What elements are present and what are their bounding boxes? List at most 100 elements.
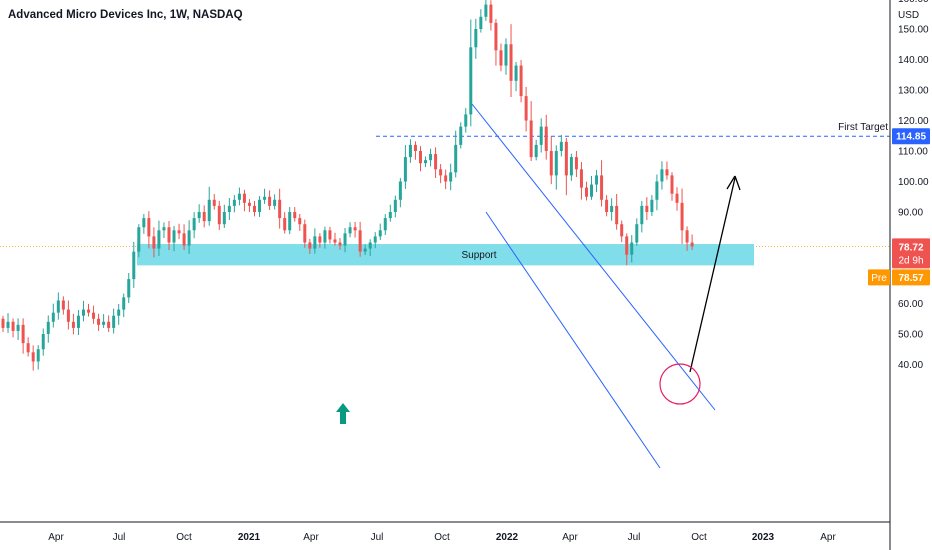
candle[interactable] [544, 126, 548, 151]
candle[interactable] [207, 199, 211, 222]
candle[interactable] [162, 227, 166, 231]
candle[interactable] [444, 175, 448, 182]
candle[interactable] [393, 199, 397, 212]
candle[interactable] [36, 349, 40, 362]
candle[interactable] [333, 239, 337, 243]
candle[interactable] [439, 169, 443, 176]
candle[interactable] [424, 160, 428, 164]
candle[interactable] [645, 205, 649, 212]
candle[interactable] [303, 224, 307, 243]
candle[interactable] [192, 218, 196, 231]
candle[interactable] [559, 141, 563, 151]
candle[interactable] [1, 318, 5, 328]
candle[interactable] [519, 65, 523, 97]
candle[interactable] [273, 199, 277, 206]
candle[interactable] [157, 230, 161, 249]
support-zone[interactable] [137, 244, 754, 266]
candle[interactable] [403, 157, 407, 182]
candle[interactable] [574, 157, 578, 170]
candle[interactable] [539, 126, 543, 145]
candle[interactable] [549, 151, 553, 176]
candle[interactable] [328, 230, 332, 240]
candle[interactable] [263, 196, 267, 200]
candle[interactable] [670, 175, 674, 194]
candle[interactable] [338, 242, 342, 246]
candle[interactable] [474, 29, 478, 48]
candle[interactable] [92, 312, 96, 319]
candle[interactable] [680, 202, 684, 231]
candle[interactable] [625, 236, 629, 255]
candle[interactable] [87, 309, 91, 313]
candle[interactable] [187, 230, 191, 246]
candle[interactable] [534, 144, 538, 158]
candle[interactable] [469, 47, 473, 115]
candle[interactable] [16, 324, 20, 331]
candle[interactable] [46, 321, 50, 334]
candle[interactable] [690, 242, 694, 247]
candle[interactable] [172, 230, 176, 243]
candle[interactable] [51, 312, 55, 322]
candle[interactable] [323, 230, 327, 243]
candle[interactable] [127, 279, 131, 298]
candle[interactable] [630, 242, 634, 255]
candle[interactable] [429, 154, 433, 161]
candle[interactable] [242, 193, 246, 203]
candle[interactable] [685, 230, 689, 243]
candle[interactable] [6, 321, 10, 328]
candle[interactable] [71, 321, 75, 328]
candle[interactable] [509, 44, 513, 81]
candle[interactable] [122, 297, 126, 310]
candle[interactable] [600, 175, 604, 200]
candle[interactable] [413, 144, 417, 151]
candle[interactable] [449, 172, 453, 182]
candle[interactable] [142, 218, 146, 228]
candle[interactable] [11, 321, 15, 331]
candle[interactable] [650, 199, 654, 212]
candle[interactable] [61, 300, 65, 310]
candle[interactable] [615, 205, 619, 225]
candle[interactable] [167, 227, 171, 243]
candle[interactable] [454, 144, 458, 173]
candle[interactable] [605, 199, 609, 212]
candle[interactable] [479, 16, 483, 29]
candle[interactable] [579, 169, 583, 188]
candle[interactable] [494, 22, 498, 51]
candle[interactable] [464, 114, 468, 127]
candle[interactable] [373, 236, 377, 243]
candle[interactable] [610, 205, 614, 212]
candle[interactable] [147, 218, 151, 237]
candle[interactable] [137, 227, 141, 252]
candle[interactable] [524, 96, 528, 121]
candle[interactable] [620, 224, 624, 237]
candle[interactable] [237, 193, 241, 200]
candle[interactable] [202, 212, 206, 222]
candle[interactable] [97, 318, 101, 325]
candle[interactable] [584, 187, 588, 197]
candle[interactable] [212, 199, 216, 206]
candle[interactable] [383, 218, 387, 231]
candle[interactable] [177, 230, 181, 234]
candle[interactable] [564, 141, 568, 176]
candle[interactable] [489, 4, 493, 23]
candle[interactable] [288, 212, 292, 231]
candle[interactable] [41, 334, 45, 350]
candle[interactable] [665, 169, 669, 176]
highlight-circle[interactable] [659, 363, 701, 405]
candle[interactable] [152, 236, 156, 249]
channel-lower-line[interactable] [485, 211, 661, 469]
candle[interactable] [499, 50, 503, 66]
candle[interactable] [232, 199, 236, 206]
candle[interactable] [298, 218, 302, 225]
candle[interactable] [56, 300, 60, 313]
candle[interactable] [112, 315, 116, 328]
candle[interactable] [268, 196, 272, 206]
candle[interactable] [293, 212, 297, 219]
candle[interactable] [595, 175, 599, 185]
candle[interactable] [66, 309, 70, 322]
candle[interactable] [258, 199, 262, 212]
candle[interactable] [278, 199, 282, 219]
candle[interactable] [569, 157, 573, 176]
candle[interactable] [197, 212, 201, 219]
candle[interactable] [418, 151, 422, 164]
candle[interactable] [21, 324, 25, 344]
